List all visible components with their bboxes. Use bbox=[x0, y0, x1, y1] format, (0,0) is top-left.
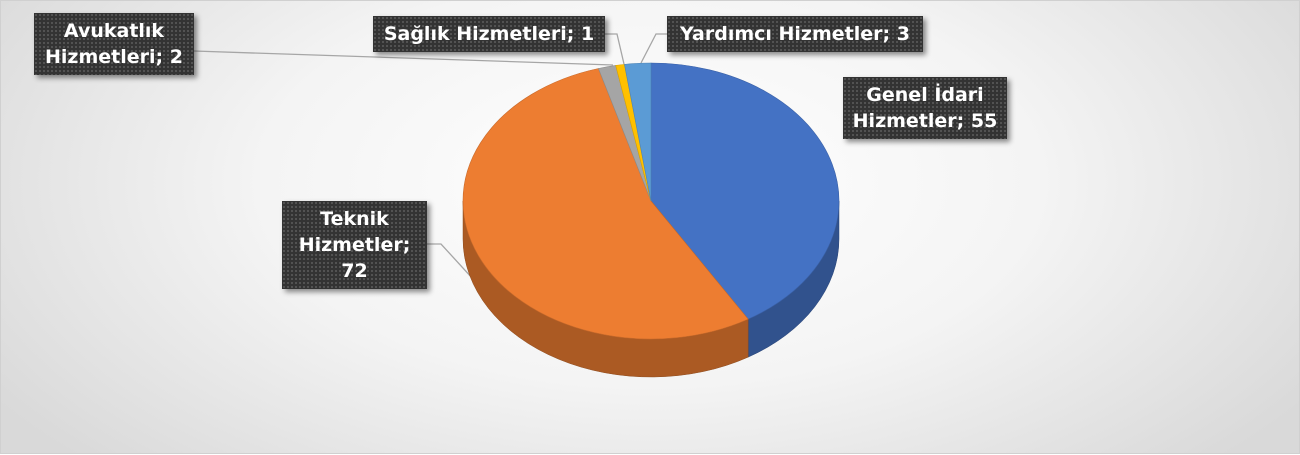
leader-line bbox=[605, 33, 625, 65]
data-label: Genel İdari Hizmetler; 55 bbox=[843, 77, 1007, 139]
slice bbox=[624, 62, 652, 202]
leader-line bbox=[640, 33, 667, 64]
data-label: Sağlık Hizmetleri; 1 bbox=[373, 16, 605, 52]
slice bbox=[462, 68, 749, 340]
pie bbox=[462, 62, 840, 378]
leader-line bbox=[426, 243, 474, 280]
pie-tops bbox=[462, 62, 840, 340]
leader-lines bbox=[193, 33, 667, 280]
data-label: Yardımcı Hizmetler; 3 bbox=[667, 16, 923, 52]
leader-line bbox=[193, 50, 614, 66]
slice bbox=[650, 62, 840, 320]
data-label: Teknik Hizmetler; 72 bbox=[282, 201, 427, 289]
data-label: Avukatlık Hizmetleri; 2 bbox=[34, 13, 194, 75]
